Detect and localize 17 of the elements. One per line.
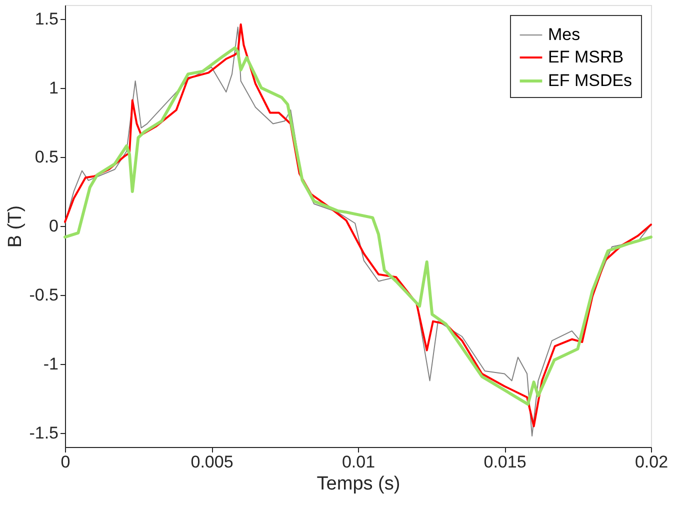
x-tick-label: 0.005 — [190, 452, 234, 472]
y-tick-label: 0 — [49, 216, 58, 236]
legend-label: EF MSRB — [548, 48, 624, 66]
y-tick-label: 1.5 — [34, 9, 58, 28]
y-tick-label: -1 — [43, 354, 58, 374]
x-tick-label: 0.02 — [634, 452, 668, 472]
legend-label: Mes — [548, 25, 580, 44]
y-axis-title: B (T) — [5, 205, 26, 248]
legend-label: EF MSDEs — [548, 71, 632, 90]
x-axis-title: Temps (s) — [316, 474, 400, 494]
x-tick-label: 0 — [60, 452, 70, 472]
y-tick-label: 1 — [49, 78, 58, 98]
y-tick-label: -0.5 — [29, 286, 58, 305]
y-tick-label: 0.5 — [34, 147, 58, 166]
x-tick-label: 0.01 — [342, 452, 376, 472]
y-tick-label: -1.5 — [29, 424, 58, 443]
x-tick-label: 0.015 — [484, 452, 526, 472]
